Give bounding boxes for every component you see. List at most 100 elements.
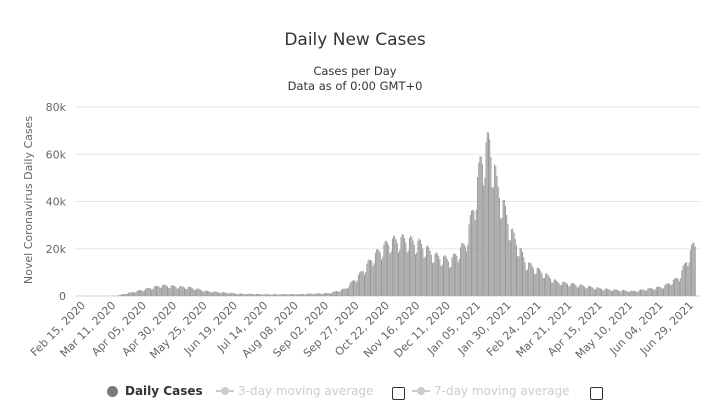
daily-case-bar[interactable]: [239, 293, 241, 296]
daily-case-bar[interactable]: [661, 288, 663, 296]
daily-case-bar[interactable]: [684, 262, 686, 296]
daily-case-bar[interactable]: [646, 290, 648, 296]
daily-case-bar[interactable]: [497, 186, 499, 296]
daily-case-bar[interactable]: [693, 242, 695, 296]
daily-case-bar[interactable]: [677, 278, 679, 296]
daily-case-bar[interactable]: [419, 239, 421, 296]
daily-case-bar[interactable]: [598, 287, 600, 296]
daily-case-bar[interactable]: [308, 293, 310, 296]
daily-case-bar[interactable]: [143, 290, 145, 296]
daily-case-bar[interactable]: [226, 292, 228, 296]
daily-case-bar[interactable]: [422, 248, 424, 296]
daily-case-bar[interactable]: [491, 187, 493, 296]
daily-case-bar[interactable]: [694, 246, 696, 296]
daily-case-bar[interactable]: [208, 291, 210, 296]
daily-case-bar[interactable]: [314, 294, 316, 296]
daily-case-bar[interactable]: [517, 256, 519, 296]
checkbox-7day[interactable]: [590, 387, 603, 400]
daily-case-bar[interactable]: [292, 294, 294, 296]
daily-case-bar[interactable]: [580, 284, 582, 296]
daily-case-bar[interactable]: [300, 293, 302, 296]
daily-case-bar[interactable]: [669, 283, 671, 296]
daily-case-bar[interactable]: [194, 289, 196, 296]
daily-case-bar[interactable]: [539, 268, 541, 296]
daily-case-bar[interactable]: [647, 288, 649, 296]
daily-case-bar[interactable]: [282, 294, 284, 296]
daily-case-bar[interactable]: [231, 292, 233, 296]
daily-case-bar[interactable]: [191, 287, 193, 296]
daily-case-bar[interactable]: [264, 294, 266, 296]
daily-case-bar[interactable]: [441, 264, 443, 296]
daily-case-bar[interactable]: [543, 277, 545, 296]
daily-case-bar[interactable]: [361, 271, 363, 296]
daily-case-bar[interactable]: [484, 177, 486, 296]
daily-case-bar[interactable]: [663, 288, 665, 296]
daily-case-bar[interactable]: [447, 261, 449, 296]
daily-case-bar[interactable]: [225, 292, 227, 296]
daily-case-bar[interactable]: [124, 293, 126, 296]
daily-case-bar[interactable]: [405, 242, 407, 296]
daily-case-bar[interactable]: [192, 288, 194, 296]
daily-case-bar[interactable]: [537, 267, 539, 296]
daily-case-bar[interactable]: [164, 284, 166, 296]
daily-case-bar[interactable]: [129, 292, 131, 296]
daily-case-bar[interactable]: [615, 289, 617, 296]
legend-daily-cases[interactable]: Daily Cases: [107, 384, 203, 398]
daily-case-bar[interactable]: [514, 238, 516, 296]
daily-case-bar[interactable]: [530, 263, 532, 296]
daily-case-bar[interactable]: [417, 240, 419, 296]
daily-case-bar[interactable]: [443, 256, 444, 297]
daily-case-bar[interactable]: [139, 290, 140, 296]
daily-case-bar[interactable]: [160, 287, 162, 296]
daily-case-bar[interactable]: [412, 240, 414, 296]
daily-case-bar[interactable]: [653, 289, 655, 296]
daily-case-bar[interactable]: [675, 277, 677, 296]
daily-case-bar[interactable]: [280, 294, 282, 296]
daily-case-bar[interactable]: [446, 258, 448, 296]
daily-case-bar[interactable]: [214, 291, 216, 296]
daily-case-bar[interactable]: [425, 246, 427, 296]
daily-case-bar[interactable]: [671, 284, 673, 296]
daily-case-bar[interactable]: [323, 293, 325, 296]
daily-case-bar[interactable]: [467, 244, 469, 296]
daily-case-bar[interactable]: [328, 293, 330, 296]
daily-case-bar[interactable]: [131, 292, 133, 296]
daily-case-bar[interactable]: [654, 289, 656, 296]
daily-case-bar[interactable]: [340, 289, 342, 296]
daily-case-bar[interactable]: [494, 164, 496, 296]
daily-case-bar[interactable]: [667, 283, 669, 296]
daily-case-bar[interactable]: [356, 280, 358, 297]
daily-case-bar[interactable]: [452, 253, 454, 296]
daily-case-bar[interactable]: [362, 271, 364, 296]
daily-case-bar[interactable]: [541, 273, 543, 296]
daily-case-bar[interactable]: [277, 294, 279, 296]
daily-case-bar[interactable]: [451, 257, 453, 296]
daily-case-bar[interactable]: [273, 294, 275, 296]
daily-case-bar[interactable]: [211, 292, 213, 296]
daily-case-bar[interactable]: [676, 278, 678, 296]
daily-case-bar[interactable]: [592, 287, 594, 296]
daily-case-bar[interactable]: [531, 265, 533, 296]
daily-case-bar[interactable]: [391, 238, 393, 296]
daily-case-bar[interactable]: [591, 287, 593, 296]
daily-case-bar[interactable]: [658, 286, 660, 296]
daily-case-bar[interactable]: [202, 291, 204, 296]
daily-case-bar[interactable]: [536, 268, 538, 296]
daily-case-bar[interactable]: [584, 286, 586, 296]
daily-case-bar[interactable]: [627, 292, 629, 296]
daily-case-bar[interactable]: [388, 245, 390, 296]
daily-case-bar[interactable]: [564, 282, 566, 296]
daily-case-bar[interactable]: [310, 293, 312, 296]
daily-case-bar[interactable]: [254, 294, 256, 296]
daily-case-bar[interactable]: [599, 288, 601, 296]
daily-case-bar[interactable]: [374, 252, 376, 296]
daily-case-bar[interactable]: [176, 288, 178, 296]
daily-case-bar[interactable]: [410, 235, 412, 296]
daily-case-bar[interactable]: [408, 237, 410, 296]
daily-case-bar[interactable]: [158, 286, 160, 296]
daily-case-bar[interactable]: [209, 291, 211, 296]
daily-case-bar[interactable]: [604, 288, 606, 296]
daily-case-bar[interactable]: [349, 283, 351, 296]
daily-case-bar[interactable]: [270, 294, 272, 296]
daily-case-bar[interactable]: [526, 269, 528, 296]
